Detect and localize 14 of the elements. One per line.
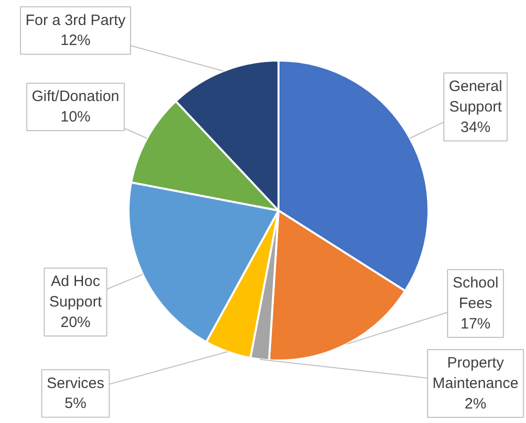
slice-label: Services <box>46 374 104 392</box>
data-label: 20% <box>60 314 91 331</box>
data-label: 10% <box>60 108 91 126</box>
data-label: 34% <box>460 118 491 136</box>
slice-label: Gift/Donation <box>32 88 120 106</box>
data-label: 5% <box>64 395 86 412</box>
slice-label: Ad Hoc Support <box>49 273 103 311</box>
slice-label: Property Maintenance <box>432 354 518 392</box>
slice-label: General Support <box>448 78 503 116</box>
data-label: 17% <box>460 315 491 332</box>
slice-label: School Fees <box>452 274 498 312</box>
data-label: 12% <box>60 32 91 50</box>
data-label: 2% <box>464 395 486 412</box>
slice-label: For a 3rd Party <box>25 12 126 29</box>
